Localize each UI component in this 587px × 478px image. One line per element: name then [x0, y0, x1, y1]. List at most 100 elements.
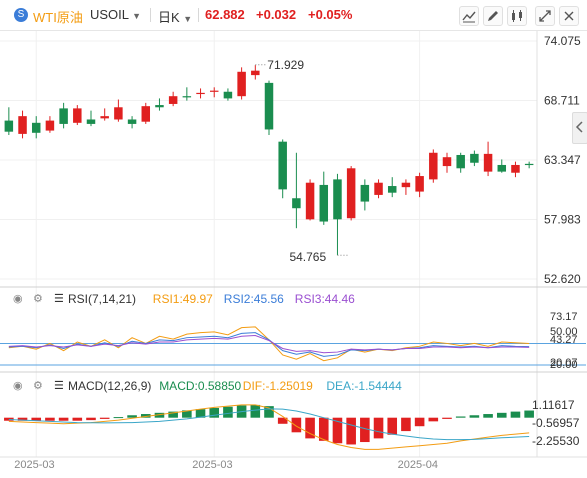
rsi-series-line	[8, 335, 530, 354]
candle-up	[429, 152, 438, 180]
visibility-eye-icon: ◉	[13, 293, 23, 305]
indicator-button[interactable]	[459, 6, 479, 26]
candle-down	[86, 119, 96, 124]
rsi-tick-label: 20.00	[550, 359, 578, 371]
macd-histogram-bar	[45, 417, 55, 421]
indicator-menu-icon: ☰	[54, 380, 64, 392]
header-divider	[150, 8, 151, 22]
candle-down	[4, 120, 14, 132]
candle-up	[401, 182, 411, 188]
date-tick-label: 2025-03	[192, 459, 232, 471]
indicator-title: MACD(12,26,9)	[68, 379, 151, 393]
candle-down	[59, 108, 68, 124]
macd-series-line	[8, 404, 530, 450]
macd-histogram-bar	[277, 417, 288, 424]
macd-series-line	[8, 408, 530, 441]
macd-tick-label: 1.11617	[532, 398, 575, 412]
candle-up	[196, 92, 205, 95]
candle-up	[374, 182, 383, 195]
indicator-legend-value: RSI2:45.56	[224, 292, 284, 306]
instrument-name: WTI原油	[33, 10, 83, 25]
indicator-icon	[462, 11, 476, 23]
macd-histogram-bar	[127, 415, 137, 418]
candle-up	[442, 157, 452, 167]
price-tick-label: 63.347	[544, 153, 581, 167]
macd-histogram-bar	[99, 417, 110, 419]
close-button[interactable]	[559, 6, 579, 26]
candle-down	[155, 105, 164, 108]
macd-histogram-bar	[524, 410, 534, 418]
indicator-legend-value: MACD:0.58850	[159, 379, 241, 393]
macd-histogram-bar	[469, 415, 480, 418]
rsi-tick-label: 73.17	[550, 311, 578, 323]
chevron-left-icon	[575, 121, 583, 133]
symbol-selector[interactable]: USOIL ▼	[90, 7, 141, 22]
high-price-label: 71.929	[267, 58, 304, 72]
candle-down	[182, 96, 192, 98]
draw-button[interactable]	[483, 6, 503, 26]
chart-canvas[interactable]: 71.929 54.765 74.075 68.711 63.347 57.983 52.…	[0, 31, 587, 478]
expand-icon	[539, 10, 551, 22]
rsi-tick-label: 20.07	[550, 357, 578, 369]
macd-histogram-bar	[455, 416, 466, 418]
macd-histogram-bar	[113, 417, 124, 419]
macd-tick-label: -2.25530	[532, 434, 580, 448]
close-icon	[564, 11, 574, 21]
side-panel-toggle[interactable]	[572, 112, 587, 144]
macd-histogram-bar	[250, 404, 261, 418]
macd-histogram-bar	[168, 411, 178, 418]
chart-type-button[interactable]	[507, 6, 527, 26]
candle-down	[333, 179, 342, 220]
indicator-title: RSI(7,14,21)	[68, 292, 136, 306]
macd-histogram-bar	[223, 406, 233, 418]
candle-up	[45, 120, 55, 131]
macd-histogram-bar	[387, 417, 398, 435]
candle-down	[292, 198, 301, 209]
candle-up	[73, 108, 82, 123]
indicator-legend-value: DIF:-1.25019	[243, 379, 313, 393]
last-price: 62.882	[205, 7, 245, 22]
candle-down	[31, 122, 41, 133]
candle-up	[305, 182, 315, 220]
indicator-legend-value: DEA:-1.54444	[326, 379, 402, 393]
period-dropdown-icon: ▼	[183, 14, 193, 24]
macd-histogram-bar	[428, 417, 439, 422]
candle-up	[483, 153, 493, 172]
macd-histogram-bar	[209, 407, 220, 418]
macd-histogram-bar	[291, 417, 302, 433]
macd-histogram-bar	[72, 417, 83, 421]
chart-header: S WTI原油 USOIL ▼ 日K ▼ 62.882 +0.032 +0.05…	[0, 0, 587, 31]
price-tick-label: 57.983	[544, 213, 581, 227]
rsi-tick-label: 43.27	[550, 334, 578, 346]
indicator-legends: ◉ ⚙ ☰ RSI(7,14,21) RSI1:49.97 RSI2:45.56 RSI3:…	[13, 292, 402, 393]
price-tick-label: 52.620	[544, 272, 581, 286]
visibility-eye-icon: ◉	[13, 380, 23, 392]
symbol-dropdown-icon: ▼	[132, 11, 142, 21]
date-tick-label: 2025-04	[398, 459, 438, 471]
macd-histogram-bar	[140, 414, 151, 418]
candlestick-series	[4, 65, 534, 256]
macd-histogram-bar	[17, 417, 28, 421]
price-change-pct: +0.05%	[308, 7, 353, 22]
candle-down	[524, 163, 534, 166]
macd-histogram-bar	[510, 411, 521, 418]
macd-histogram-bar	[360, 417, 370, 443]
macd-histogram-bar	[442, 417, 452, 419]
indicator-menu-icon: ☰	[54, 293, 64, 305]
macd-histogram-bar	[305, 417, 315, 439]
candle-up	[168, 96, 178, 104]
rsi-tick-label: 50.00	[550, 326, 578, 338]
macd-histogram-bar	[401, 417, 411, 432]
settings-gear-icon: ⚙	[33, 380, 43, 392]
settings-gear-icon: ⚙	[33, 293, 43, 305]
candle-down	[264, 82, 274, 130]
candle-up	[209, 90, 219, 92]
macd-histogram-bar	[58, 417, 69, 421]
candle-down	[223, 91, 233, 99]
period-selector[interactable]: 日K ▼	[158, 7, 192, 26]
symbol-code: USOIL	[90, 7, 129, 22]
macd-histogram-bar	[318, 417, 329, 441]
candle-up	[141, 106, 151, 122]
expand-button[interactable]	[535, 6, 555, 26]
